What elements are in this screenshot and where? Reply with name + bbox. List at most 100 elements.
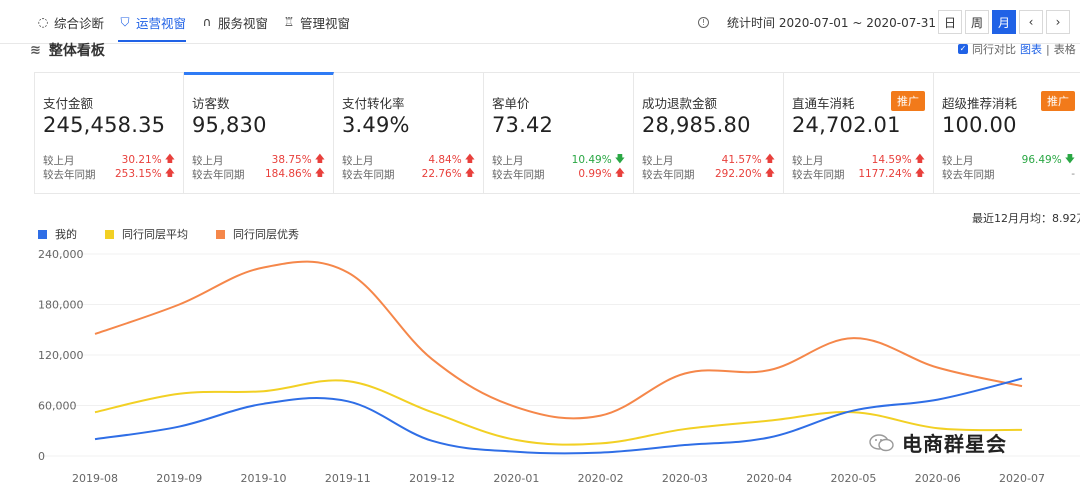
- monthly-average-note: 最近12月月均：8.92万: [972, 212, 1080, 225]
- mom-row: 较上月 38.75% 🡅: [192, 153, 325, 167]
- cup-icon: ♖: [283, 15, 295, 29]
- mom-value: 4.84%: [428, 154, 462, 166]
- period-month-button[interactable]: 月: [992, 10, 1016, 34]
- mom-row: 较上月 96.49% 🡇: [942, 153, 1075, 167]
- legend-label: 同行同层优秀: [233, 228, 299, 241]
- promo-badge[interactable]: 推广: [1041, 91, 1075, 111]
- divider: |: [1046, 42, 1050, 56]
- yoy-row: 较去年同期 0.99% 🡅: [492, 167, 625, 181]
- mom-label: 较上月: [492, 154, 524, 167]
- headset-icon: ∩: [202, 15, 212, 29]
- chevron-right-icon: ›: [1055, 15, 1061, 29]
- card-value: 28,985.80: [642, 113, 751, 137]
- yoy-value: -: [1071, 168, 1075, 180]
- arrow-up-icon: 🡅: [164, 153, 175, 165]
- legend-swatch: [105, 229, 114, 239]
- arrow-up-icon: 🡅: [764, 153, 775, 165]
- card-title: 直通车消耗: [792, 96, 855, 111]
- watermark: 电商群星会: [868, 428, 1007, 457]
- nav-item-management[interactable]: ♖ 管理视窗: [282, 0, 350, 44]
- card-value: 73.42: [492, 113, 554, 137]
- kpi-card-visitors[interactable]: 访客数 95,830 较上月 38.75% 🡅 较去年同期 184.86% 🡅: [184, 72, 334, 194]
- legend-label: 我的: [55, 228, 77, 241]
- card-title: 客单价: [492, 96, 530, 111]
- view-controls: ✓ 同行对比 图表 | 表格: [958, 42, 1076, 56]
- nav-item-label: 运营视窗: [136, 15, 187, 31]
- arrow-up-icon: 🡅: [464, 167, 475, 179]
- compare-label: 同行对比: [972, 43, 1016, 56]
- legend-item[interactable]: 同行同层优秀: [216, 226, 299, 242]
- mom-label: 较上月: [642, 154, 674, 167]
- yoy-row: 较去年同期 253.15% 🡅: [43, 167, 175, 181]
- period-day-button[interactable]: 日: [938, 10, 962, 34]
- main-nav: ◌ 综合诊断 ⛉ 运营视窗 ∩ 服务视窗 ♖ 管理视窗: [36, 0, 350, 44]
- yoy-row: 较去年同期 184.86% 🡅: [192, 167, 325, 181]
- kpi-card-payment[interactable]: 支付金额 245,458.35 较上月 30.21% 🡅 较去年同期 253.15% 🡅: [34, 72, 184, 194]
- kpi-card-super-rec-cost[interactable]: 超级推荐消耗 推广 100.00 较上月 96.49% 🡇 较去年同期 -: [934, 72, 1080, 194]
- section-title: 整体看板: [48, 43, 105, 59]
- prev-period-button[interactable]: ‹: [1019, 10, 1043, 34]
- x-tick-label: 2020-06: [915, 472, 961, 485]
- series-line-2[interactable]: [94, 260, 1023, 420]
- y-tick-label: 240,000: [38, 248, 84, 261]
- arrow-up-icon: 🡅: [464, 153, 475, 165]
- compare-checkbox[interactable]: ✓: [958, 44, 968, 54]
- legend-swatch: [216, 229, 225, 239]
- yoy-row: 较去年同期 292.20% 🡅: [642, 167, 775, 181]
- mom-label: 较上月: [342, 154, 374, 167]
- kpi-card-refund[interactable]: 成功退款金额 28,985.80 较上月 41.57% 🡅 较去年同期 292.20% 🡅: [634, 72, 784, 194]
- x-tick-label: 2019-11: [325, 472, 371, 485]
- arrow-up-icon: 🡅: [314, 153, 325, 165]
- yoy-value: 292.20%: [715, 168, 762, 180]
- view-table-link[interactable]: 表格: [1053, 43, 1076, 56]
- mom-value: 30.21%: [121, 154, 162, 166]
- view-chart-link[interactable]: 图表: [1020, 43, 1042, 56]
- card-value: 245,458.35: [43, 113, 166, 137]
- card-value: 3.49%: [342, 113, 410, 137]
- yoy-label: 较去年同期: [342, 168, 395, 181]
- card-value: 24,702.01: [792, 113, 901, 137]
- series-line-1[interactable]: [94, 379, 1023, 446]
- legend-item[interactable]: 我的: [38, 226, 77, 242]
- yoy-value: 0.99%: [578, 168, 612, 180]
- next-period-button[interactable]: ›: [1046, 10, 1070, 34]
- promo-badge[interactable]: 推广: [891, 91, 925, 111]
- stat-time-text: 统计时间 2020-07-01 ~ 2020-07-31: [727, 15, 936, 30]
- x-tick-label: 2020-05: [830, 472, 876, 485]
- nav-item-service[interactable]: ∩ 服务视窗: [200, 0, 268, 44]
- legend-label: 同行同层平均: [122, 228, 188, 241]
- card-value: 100.00: [942, 113, 1017, 137]
- card-value: 95,830: [192, 113, 267, 137]
- mom-row: 较上月 41.57% 🡅: [642, 153, 775, 167]
- mom-value: 38.75%: [271, 154, 312, 166]
- yoy-row: 较去年同期 22.76% 🡅: [342, 167, 475, 181]
- x-tick-label: 2019-09: [156, 472, 202, 485]
- kpi-card-unit-price[interactable]: 客单价 73.42 较上月 10.49% 🡇 较去年同期 0.99% 🡅: [484, 72, 634, 194]
- x-tick-label: 2020-04: [746, 472, 792, 485]
- yoy-label: 较去年同期: [43, 168, 96, 181]
- nav-item-operations[interactable]: ⛉ 运营视窗: [118, 0, 187, 44]
- arrow-up-icon: 🡅: [314, 167, 325, 179]
- kpi-card-ztc-cost[interactable]: 直通车消耗 推广 24,702.01 较上月 14.59% 🡅 较去年同期 1177.24% 🡅: [784, 72, 934, 194]
- watermark-text: 电商群星会: [902, 432, 1007, 456]
- y-tick-label: 120,000: [38, 349, 84, 362]
- nav-item-diagnosis[interactable]: ◌ 综合诊断: [36, 0, 104, 44]
- kpi-cards: 支付金额 245,458.35 较上月 30.21% 🡅 较去年同期 253.15% 🡅 访客…: [34, 72, 1080, 194]
- mom-label: 较上月: [792, 154, 824, 167]
- arrow-up-icon: 🡅: [764, 167, 775, 179]
- yoy-label: 较去年同期: [642, 168, 695, 181]
- yoy-value: 184.86%: [265, 168, 312, 180]
- mom-row: 较上月 30.21% 🡅: [43, 153, 175, 167]
- legend-item[interactable]: 同行同层平均: [105, 226, 188, 242]
- card-title: 访客数: [192, 96, 230, 111]
- layers-icon: ≋: [30, 42, 41, 58]
- yoy-label: 较去年同期: [492, 168, 545, 181]
- series-line-0[interactable]: [94, 377, 1023, 455]
- x-tick-label: 2019-10: [241, 472, 287, 485]
- mom-label: 较上月: [192, 154, 224, 167]
- period-week-button[interactable]: 周: [965, 10, 989, 34]
- card-title: 支付转化率: [342, 96, 405, 111]
- chart-legend: 我的 同行同层平均 同行同层优秀: [38, 226, 299, 242]
- info-icon[interactable]: !: [698, 16, 709, 28]
- kpi-card-conversion[interactable]: 支付转化率 3.49% 较上月 4.84% 🡅 较去年同期 22.76% 🡅: [334, 72, 484, 194]
